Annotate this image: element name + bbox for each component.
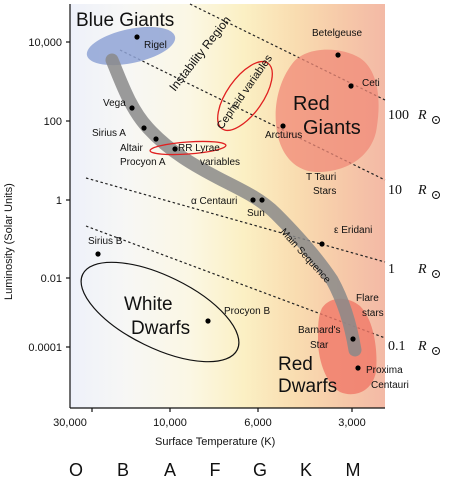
t-tauri-label-2: Stars — [313, 186, 336, 197]
blue-giants-label: Blue Giants — [76, 10, 174, 31]
rr-lyrae-label-2: variables — [200, 157, 240, 168]
rr-lyrae-label-1: RR Lyrae — [178, 143, 220, 154]
svg-text:1: 1 — [388, 262, 395, 277]
x-axis-label: Surface Temperature (K) — [155, 436, 275, 448]
white-dwarfs-label-2: Dwarfs — [131, 318, 190, 339]
sirius-b-label: Sirius B — [88, 236, 123, 247]
star-vega — [129, 105, 135, 111]
star-sirius-b — [95, 251, 101, 257]
main-sequence-band — [105, 53, 362, 357]
svg-text:R: R — [417, 108, 427, 123]
star-proxima — [355, 365, 361, 371]
x-tick-6000: 6,000 — [244, 417, 272, 429]
spectral-class-k: K — [300, 460, 312, 480]
rr-lyrae-outline — [149, 140, 227, 156]
rigel-label: Rigel — [144, 40, 167, 51]
red-giants-label-1: Red — [293, 93, 330, 115]
barnard-label-1: Barnard's — [298, 325, 341, 336]
star-eps-eridani — [319, 241, 325, 247]
x-tick-30000: 30,000 — [53, 417, 87, 429]
red-dwarfs-label-2: Dwarfs — [278, 376, 337, 397]
sun-label: Sun — [247, 208, 265, 219]
star-barnard — [350, 336, 356, 342]
star-alpha-centauri — [250, 197, 256, 203]
white-dwarfs-outline — [80, 261, 240, 363]
proxima-label-2: Centauri — [371, 380, 409, 391]
spectral-class-g: G — [253, 460, 267, 480]
svg-text:R: R — [417, 262, 427, 277]
star-betelgeuse — [335, 52, 341, 58]
procyon-a-label: Procyon A — [120, 157, 166, 168]
star-rigel — [134, 34, 140, 40]
y-tick-0.0001: 0.0001 — [28, 342, 62, 354]
sun-symbol-icon — [432, 116, 440, 124]
barnard-label-2: Star — [310, 340, 329, 351]
red-giants-label-2: Giants — [303, 117, 361, 139]
svg-text:0.1: 0.1 — [388, 339, 406, 354]
radius-label-100: 100 R — [388, 108, 440, 124]
svg-text:R: R — [417, 183, 427, 198]
arcturus-label: Arcturus — [265, 130, 302, 141]
star-altair — [153, 136, 159, 142]
star-arcturus — [280, 123, 286, 129]
radius-label-0.1: 0.1 R — [388, 339, 440, 355]
spectral-class-b: B — [117, 460, 129, 480]
flare-stars-label-1: Flare — [356, 293, 379, 304]
procyon-b-label: Procyon B — [224, 306, 270, 317]
star-procyon-b — [205, 318, 211, 324]
star-dots — [95, 34, 361, 371]
ceti-label: Ceti — [362, 78, 380, 89]
betelgeuse-label: Betelgeuse — [312, 28, 362, 39]
star-sun — [259, 197, 265, 203]
x-tick-10000: 10,000 — [153, 417, 187, 429]
radius-label-1: 1 R — [388, 262, 440, 278]
vega-label: Vega — [103, 98, 126, 109]
star-procyon-a — [172, 146, 178, 152]
sun-symbol-icon — [432, 347, 440, 355]
eps-eridani-label: ε Eridani — [334, 225, 372, 236]
sun-symbol-icon — [432, 191, 440, 199]
svg-text:R: R — [417, 339, 427, 354]
red-dwarfs-label-1: Red — [278, 354, 313, 375]
spectral-class-o: O — [69, 460, 83, 480]
star-sirius-a — [141, 125, 147, 131]
spectral-class-a: A — [164, 460, 176, 480]
alpha-centauri-label: α Centauri — [191, 196, 237, 207]
axes — [66, 4, 385, 412]
sun-symbol-icon — [432, 270, 440, 278]
altair-label: Altair — [120, 143, 143, 154]
y-axis-label: Luminosity (Solar Units) — [3, 183, 15, 300]
svg-text:10: 10 — [388, 183, 402, 198]
spectral-class-f: F — [210, 460, 221, 480]
radius-label-10: 10 R — [388, 183, 440, 199]
white-dwarfs-label-1: White — [124, 294, 173, 315]
y-tick-1: 1 — [56, 195, 62, 207]
radius-line-1 — [85, 177, 386, 263]
y-tick-100: 100 — [44, 116, 62, 128]
red-giants-region — [275, 49, 379, 173]
svg-text:100: 100 — [388, 108, 409, 123]
x-tick-3000: 3,000 — [338, 417, 366, 429]
t-tauri-label-1: T Tauri — [306, 172, 336, 183]
y-tick-0.01: 0.01 — [41, 273, 62, 285]
star-ceti — [348, 83, 354, 89]
proxima-label-1: Proxima — [366, 365, 403, 376]
spectral-class-m: M — [346, 460, 361, 480]
y-tick-10000: 10,000 — [28, 37, 62, 49]
red-dwarfs-region — [318, 298, 377, 395]
flare-stars-label-2: stars — [362, 308, 384, 319]
sirius-a-label: Sirius A — [92, 128, 126, 139]
cepheid-outline — [217, 60, 273, 132]
